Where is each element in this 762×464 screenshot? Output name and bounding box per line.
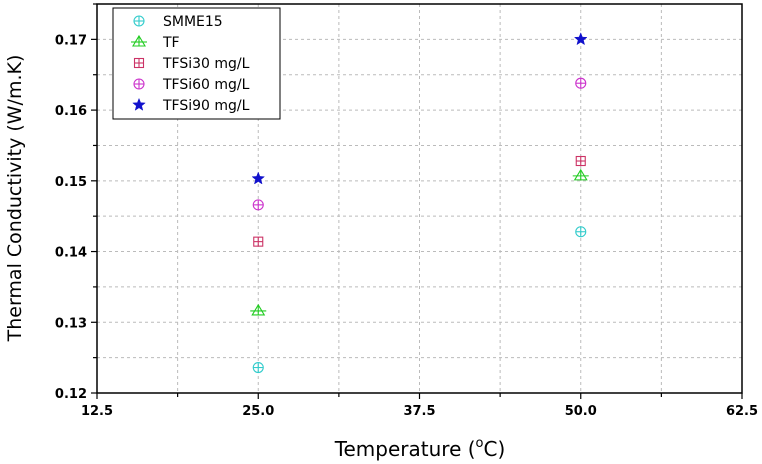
data-point-4-1 bbox=[252, 199, 264, 211]
data-point-1-1 bbox=[252, 361, 264, 374]
y-tick-label: 0.13 bbox=[55, 316, 87, 331]
axis-ticks: 12.5 25.0 37.5 50.0 62.5 0.12 0.13 0.14 0.15 0.16… bbox=[55, 3, 758, 419]
grid-lines bbox=[97, 4, 742, 393]
legend-label-5: TFSi90 mg/L bbox=[162, 98, 250, 114]
data-point-4-2 bbox=[575, 77, 587, 89]
x-tick-label: 12.5 bbox=[81, 404, 113, 419]
y-tick-label: 0.16 bbox=[55, 104, 87, 119]
data-point-2-2 bbox=[572, 168, 589, 181]
y-tick-label: 0.14 bbox=[55, 246, 87, 261]
x-tick-label: 62.5 bbox=[726, 404, 758, 419]
data-point-5-2 bbox=[573, 32, 588, 46]
legend-label-1: SMME15 bbox=[163, 14, 223, 30]
legend-label-4: TFSi60 mg/L bbox=[162, 77, 250, 93]
x-tick-label: 50.0 bbox=[565, 404, 597, 419]
data-point-5-1 bbox=[251, 171, 266, 185]
legend-label-3: TFSi30 mg/L bbox=[162, 56, 250, 72]
y-tick-label: 0.17 bbox=[55, 33, 87, 48]
marker-star bbox=[573, 32, 588, 46]
legend-marker-3 bbox=[133, 57, 145, 69]
y-axis-title: Thermal Conductivity (W/m.K) bbox=[4, 55, 26, 343]
marker-star bbox=[251, 171, 266, 185]
legend: SMME15 TF TFSi30 mg/L TFSi60 mg/L TFSi90 mg/… bbox=[112, 7, 281, 120]
x-axis-title: Temperature (oC) bbox=[334, 436, 506, 461]
legend-marker-5 bbox=[132, 97, 146, 111]
marker-star bbox=[132, 97, 146, 111]
y-tick-label: 0.15 bbox=[55, 175, 87, 190]
legend-marker-2 bbox=[131, 34, 147, 47]
data-markers bbox=[250, 32, 589, 374]
data-point-2-1 bbox=[250, 303, 267, 316]
y-tick-label: 0.12 bbox=[55, 387, 87, 402]
data-point-1-2 bbox=[575, 226, 587, 238]
data-point-3-2 bbox=[575, 155, 586, 167]
legend-marker-1 bbox=[133, 15, 145, 27]
legend-marker-4 bbox=[133, 78, 145, 90]
x-tick-label: 25.0 bbox=[242, 404, 274, 419]
x-tick-label: 37.5 bbox=[403, 404, 435, 419]
data-point-3-1 bbox=[253, 236, 264, 247]
legend-label-2: TF bbox=[162, 35, 180, 51]
